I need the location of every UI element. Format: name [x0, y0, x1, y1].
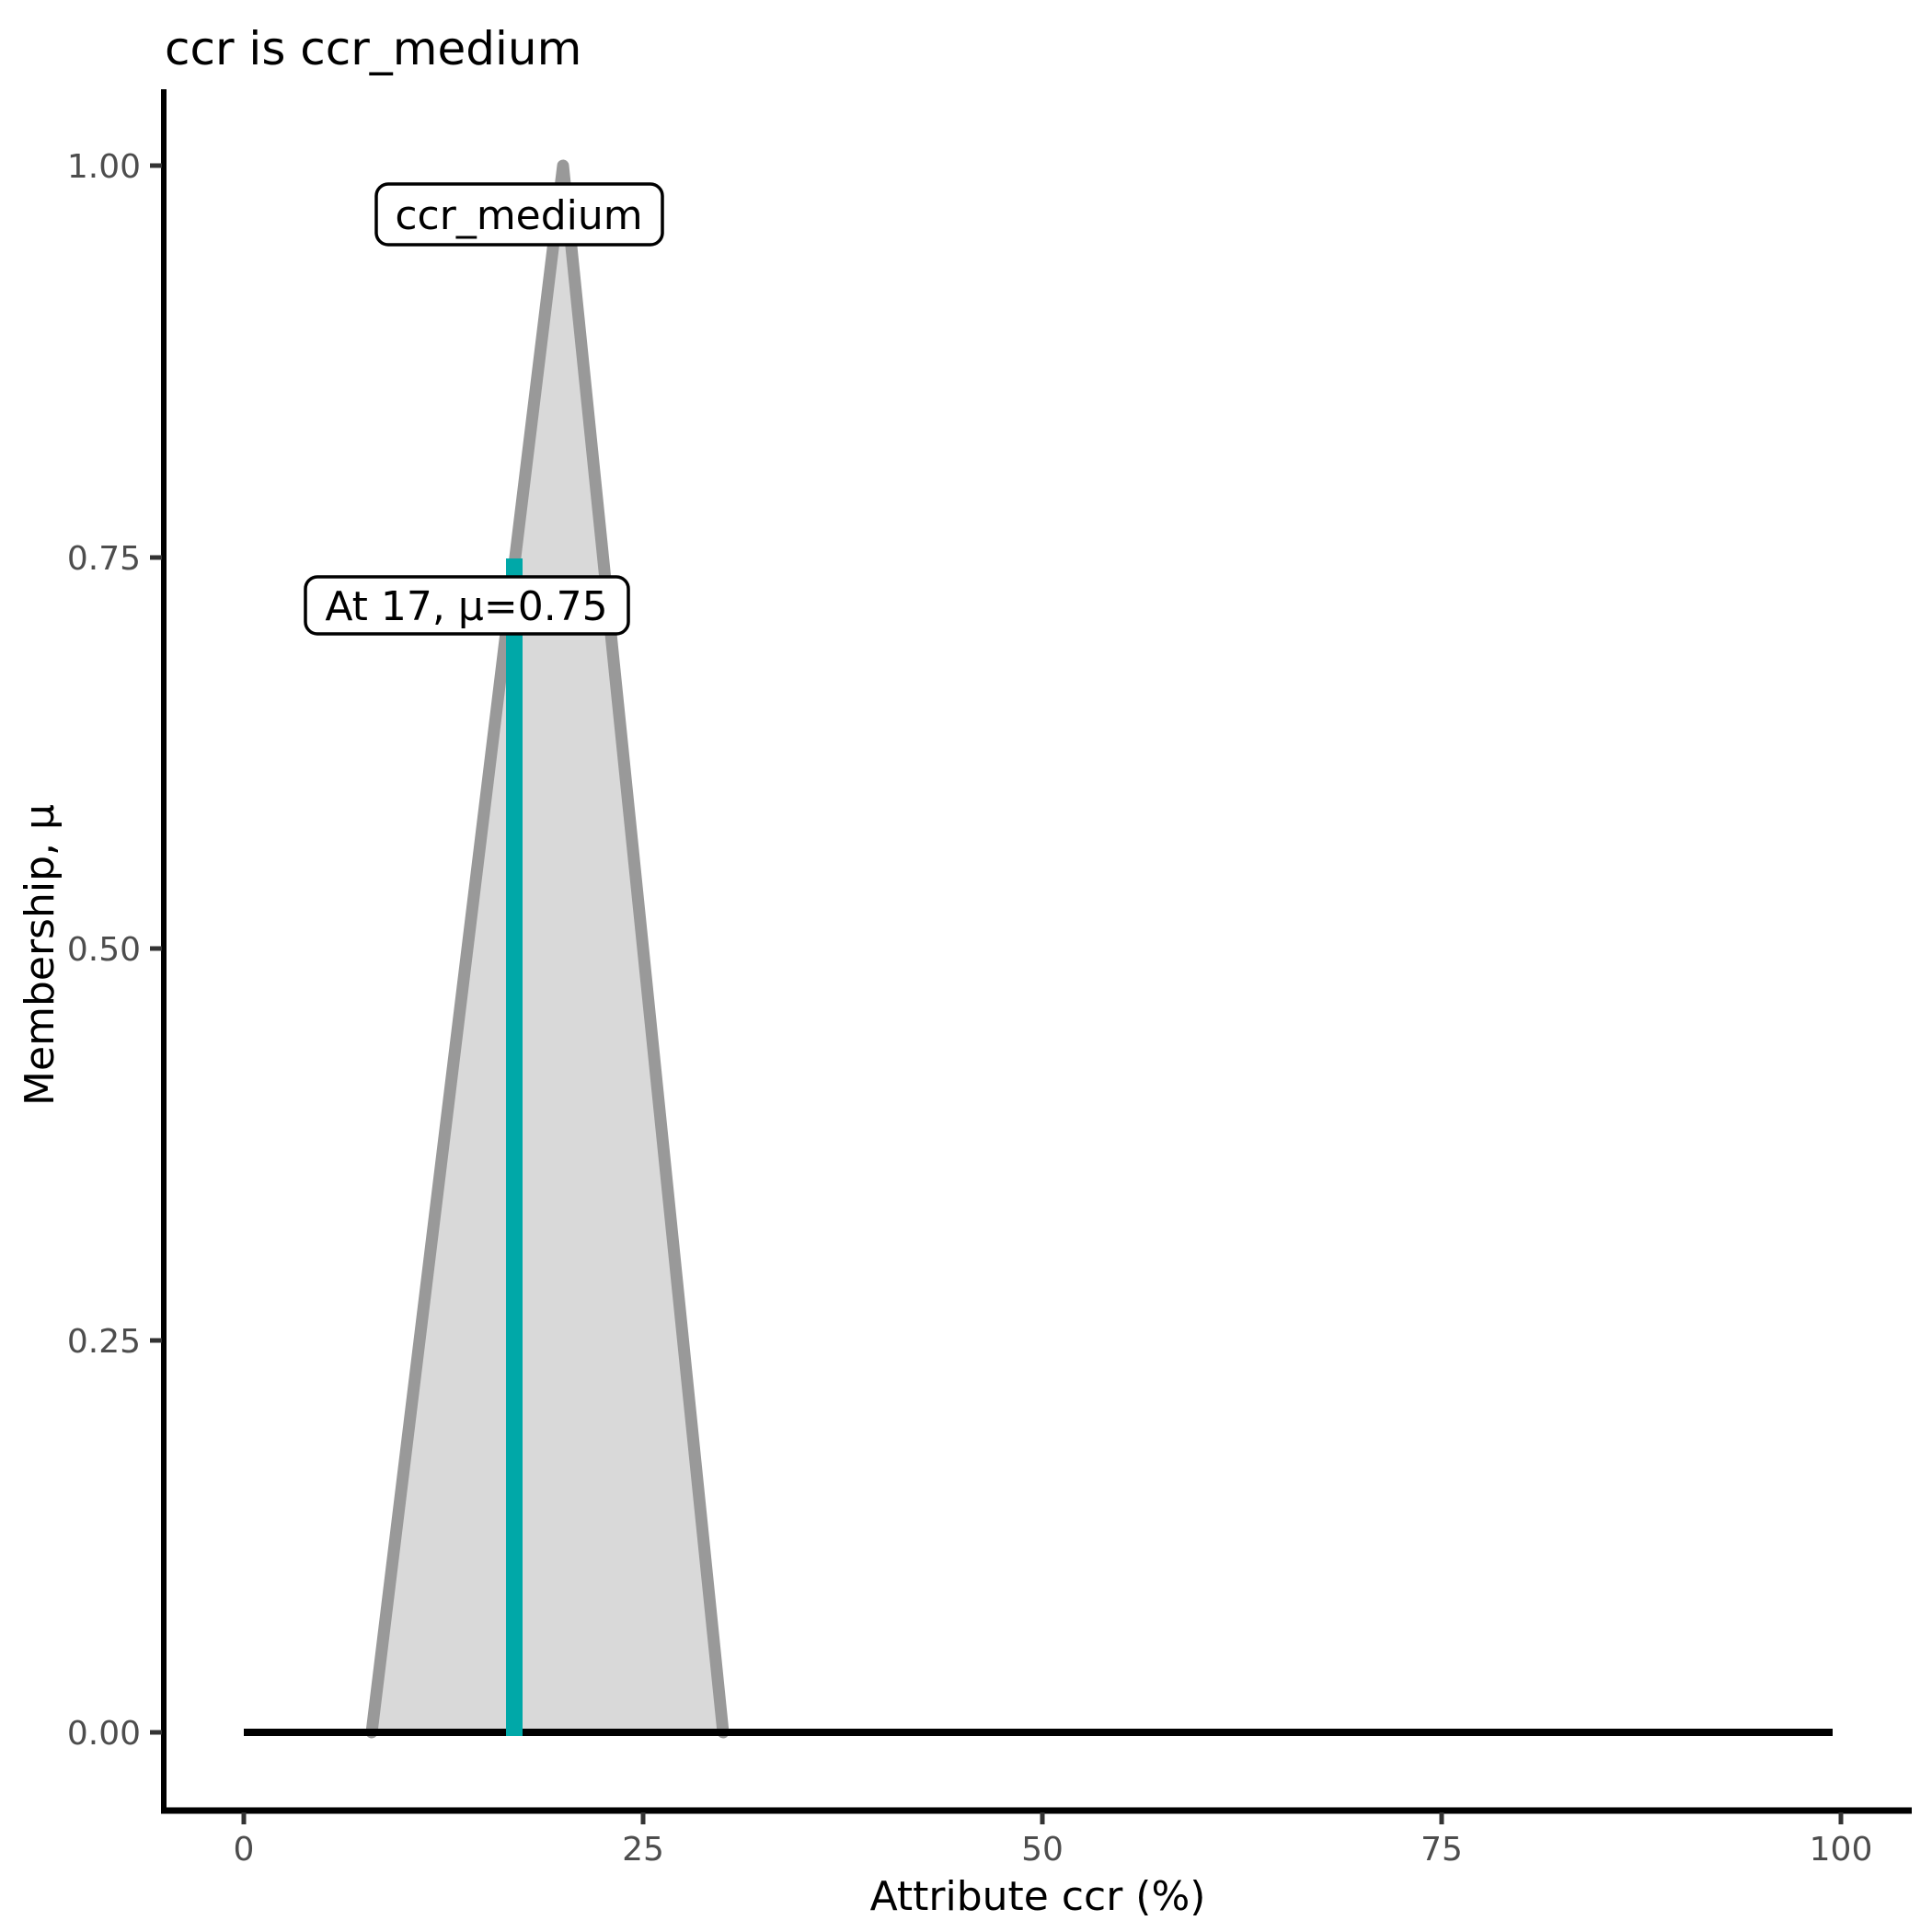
y-tick-label: 0.00 [67, 1715, 141, 1753]
set-label-box [374, 182, 664, 247]
x-tick-marks [241, 1812, 1844, 1824]
y-tick-label: 0.25 [67, 1323, 141, 1361]
x-tick-label: 50 [1021, 1831, 1064, 1869]
x-tick-label: 25 [622, 1831, 664, 1869]
membership-set-outline [365, 159, 730, 1739]
membership-value-box [304, 575, 630, 636]
membership-value-text: At 17, μ=0.75 [325, 583, 607, 630]
membership-set-fill [372, 166, 723, 1732]
set-label-annotation: ccr_medium [374, 182, 664, 247]
y-tick-marks [150, 163, 162, 1735]
x-tick-labels: 0 25 50 75 100 [234, 1831, 1873, 1869]
set-label-text: ccr_medium [395, 192, 642, 239]
y-tick-labels: 1.00 0.75 0.50 0.25 0.00 [67, 148, 141, 1753]
x-tick-label: 75 [1420, 1831, 1463, 1869]
x-axis-title: Attribute ccr (%) [870, 1873, 1206, 1920]
chart-title: ccr is ccr_medium [165, 22, 581, 75]
membership-value-annotation: At 17, μ=0.75 [304, 575, 630, 636]
y-tick-label: 0.75 [67, 540, 141, 578]
y-tick-label: 0.50 [67, 931, 141, 969]
y-axis-title: Membership, μ [17, 804, 63, 1106]
x-tick-label: 0 [234, 1831, 255, 1869]
y-tick-label: 1.00 [67, 148, 141, 186]
x-tick-label: 100 [1810, 1831, 1873, 1869]
